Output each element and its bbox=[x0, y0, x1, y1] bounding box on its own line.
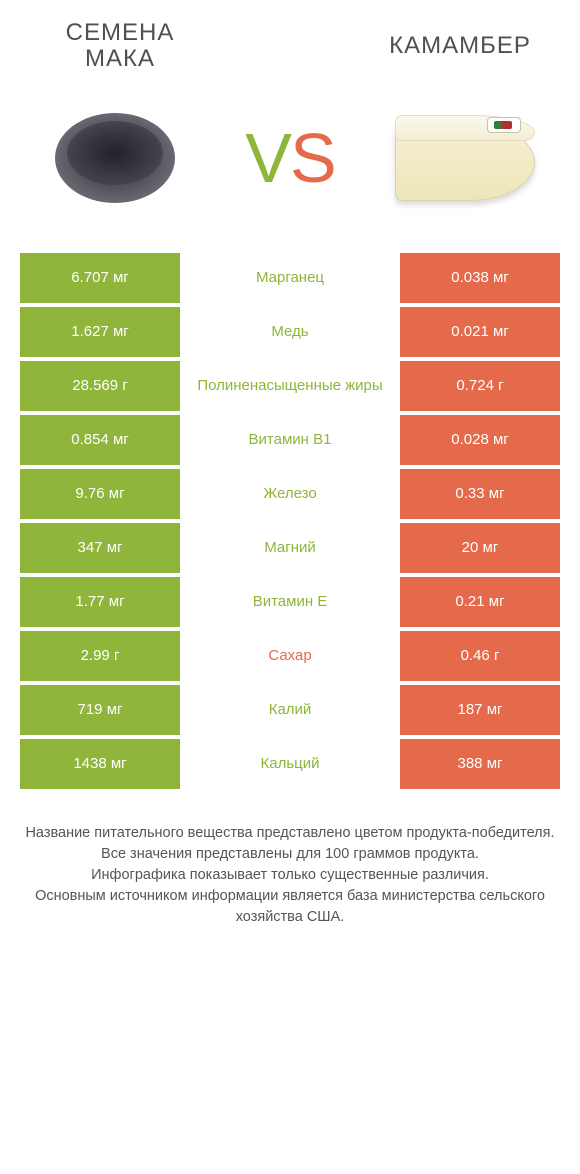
header-images: VS bbox=[0, 83, 580, 253]
left-value-cell: 1.77 мг bbox=[20, 577, 180, 627]
nutrient-name-cell: Магний bbox=[180, 523, 400, 573]
nutrient-name-cell: Медь bbox=[180, 307, 400, 357]
left-value-cell: 28.569 г bbox=[20, 361, 180, 411]
left-value-cell: 1.627 мг bbox=[20, 307, 180, 357]
table-row: 1.77 мгВитамин E0.21 мг bbox=[20, 577, 560, 627]
left-value-cell: 2.99 г bbox=[20, 631, 180, 681]
right-value-cell: 187 мг bbox=[400, 685, 560, 735]
right-value-cell: 0.46 г bbox=[400, 631, 560, 681]
left-product-title: Семена мака bbox=[30, 20, 210, 73]
left-value-cell: 9.76 мг bbox=[20, 469, 180, 519]
vs-letter-v: V bbox=[245, 119, 290, 197]
left-value-cell: 719 мг bbox=[20, 685, 180, 735]
left-value-cell: 1438 мг bbox=[20, 739, 180, 789]
nutrient-name-cell: Витамин B1 bbox=[180, 415, 400, 465]
table-row: 9.76 мгЖелезо0.33 мг bbox=[20, 469, 560, 519]
table-row: 347 мгМагний20 мг bbox=[20, 523, 560, 573]
nutrient-name-cell: Калий bbox=[180, 685, 400, 735]
right-product-image bbox=[380, 93, 550, 223]
nutrient-name-cell: Витамин E bbox=[180, 577, 400, 627]
vs-letter-s: S bbox=[290, 119, 335, 197]
table-row: 28.569 гПолиненасыщенные жиры0.724 г bbox=[20, 361, 560, 411]
left-value-cell: 0.854 мг bbox=[20, 415, 180, 465]
right-product-title: Камамбер bbox=[370, 33, 550, 59]
right-value-cell: 0.724 г bbox=[400, 361, 560, 411]
table-row: 719 мгКалий187 мг bbox=[20, 685, 560, 735]
footer-line: Название питательного вещества представл… bbox=[24, 823, 556, 844]
table-row: 6.707 мгМарганец0.038 мг bbox=[20, 253, 560, 303]
nutrient-name-cell: Полиненасыщенные жиры bbox=[180, 361, 400, 411]
right-value-cell: 0.028 мг bbox=[400, 415, 560, 465]
footer-notes: Название питательного вещества представл… bbox=[0, 793, 580, 928]
table-row: 1.627 мгМедь0.021 мг bbox=[20, 307, 560, 357]
right-value-cell: 388 мг bbox=[400, 739, 560, 789]
footer-line: Инфографика показывает только существенн… bbox=[24, 865, 556, 886]
table-row: 0.854 мгВитамин B10.028 мг bbox=[20, 415, 560, 465]
nutrient-name-cell: Кальций bbox=[180, 739, 400, 789]
nutrient-name-cell: Сахар bbox=[180, 631, 400, 681]
table-row: 1438 мгКальций388 мг bbox=[20, 739, 560, 789]
right-value-cell: 0.21 мг bbox=[400, 577, 560, 627]
table-row: 2.99 гСахар0.46 г bbox=[20, 631, 560, 681]
left-value-cell: 347 мг bbox=[20, 523, 180, 573]
right-value-cell: 0.021 мг bbox=[400, 307, 560, 357]
nutrient-name-cell: Железо bbox=[180, 469, 400, 519]
footer-line: Основным источником информации является … bbox=[24, 886, 556, 928]
header-titles: Семена мака Камамбер bbox=[0, 0, 580, 83]
right-value-cell: 0.33 мг bbox=[400, 469, 560, 519]
left-product-image bbox=[30, 93, 200, 223]
footer-line: Все значения представлены для 100 граммо… bbox=[24, 844, 556, 865]
left-value-cell: 6.707 мг bbox=[20, 253, 180, 303]
nutrient-name-cell: Марганец bbox=[180, 253, 400, 303]
right-value-cell: 0.038 мг bbox=[400, 253, 560, 303]
vs-label: VS bbox=[245, 118, 334, 198]
comparison-table: 6.707 мгМарганец0.038 мг1.627 мгМедь0.02… bbox=[0, 253, 580, 789]
right-value-cell: 20 мг bbox=[400, 523, 560, 573]
